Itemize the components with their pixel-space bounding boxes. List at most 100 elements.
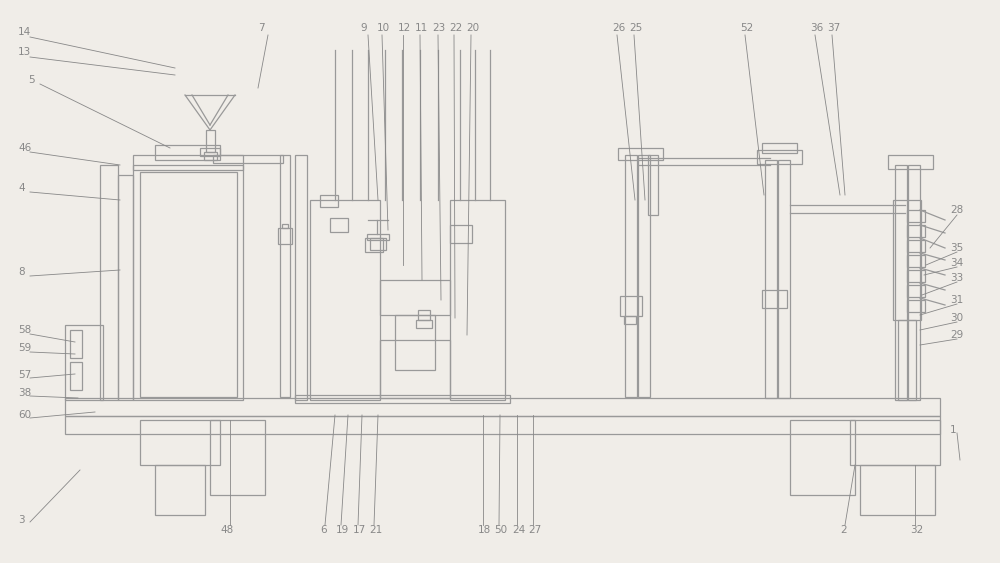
Text: 28: 28 [950, 205, 963, 215]
Text: 59: 59 [18, 343, 31, 353]
Bar [860, 465, 935, 515]
Text: 10: 10 [377, 23, 390, 33]
Text: 8: 8 [18, 267, 25, 277]
Bar [380, 340, 450, 398]
Bar [70, 330, 82, 358]
Text: 21: 21 [369, 525, 382, 535]
Text: 38: 38 [18, 388, 31, 398]
Text: 11: 11 [415, 23, 428, 33]
Text: 60: 60 [18, 410, 31, 420]
Bar [618, 148, 663, 160]
Bar [648, 155, 658, 215]
Bar [65, 416, 940, 434]
Bar [907, 210, 925, 222]
Bar [282, 224, 288, 228]
Bar [65, 325, 103, 400]
Text: 6: 6 [320, 525, 327, 535]
Text: 1: 1 [950, 425, 957, 435]
Bar [895, 165, 907, 400]
Text: 32: 32 [910, 525, 923, 535]
Bar [907, 300, 925, 312]
Bar [888, 155, 933, 169]
Text: 12: 12 [398, 23, 411, 33]
Text: 26: 26 [612, 23, 625, 33]
Bar [295, 395, 510, 403]
Bar [206, 130, 215, 152]
Bar [765, 160, 777, 398]
Text: 48: 48 [220, 525, 233, 535]
Text: 46: 46 [18, 143, 31, 153]
Bar [200, 148, 220, 156]
Text: 19: 19 [336, 525, 349, 535]
Bar [907, 240, 925, 252]
Bar [140, 420, 220, 465]
Text: 29: 29 [950, 330, 963, 340]
Bar [908, 165, 920, 400]
Text: 37: 37 [827, 23, 840, 33]
Bar [365, 238, 383, 252]
Text: 14: 14 [18, 27, 31, 37]
Bar [118, 175, 133, 400]
Bar [907, 285, 925, 297]
Text: 52: 52 [740, 23, 753, 33]
Bar [310, 200, 380, 400]
Text: 33: 33 [950, 273, 963, 283]
Text: 23: 23 [432, 23, 445, 33]
Bar [140, 172, 237, 397]
Bar [450, 225, 472, 243]
Text: 4: 4 [18, 183, 25, 193]
Text: 58: 58 [18, 325, 31, 335]
Bar [320, 195, 338, 207]
Text: 18: 18 [478, 525, 491, 535]
Bar [790, 420, 855, 495]
Bar [210, 420, 265, 495]
Bar [778, 160, 790, 398]
Bar [762, 290, 787, 308]
Bar [625, 155, 637, 397]
Bar [757, 150, 802, 164]
Bar [395, 315, 435, 370]
Bar [907, 255, 925, 267]
Bar [893, 200, 921, 320]
Text: 27: 27 [528, 525, 541, 535]
Bar [907, 225, 925, 237]
Text: 50: 50 [494, 525, 507, 535]
Bar [450, 200, 505, 400]
Text: 17: 17 [353, 525, 366, 535]
Bar [907, 270, 925, 282]
Bar [100, 165, 118, 400]
Bar [416, 320, 432, 328]
Text: 24: 24 [512, 525, 525, 535]
Text: 36: 36 [810, 23, 823, 33]
Text: 3: 3 [18, 515, 25, 525]
Text: 25: 25 [629, 23, 642, 33]
Bar [380, 280, 450, 315]
Bar [762, 143, 797, 153]
Bar [70, 362, 82, 390]
Text: 20: 20 [466, 23, 479, 33]
Text: 34: 34 [950, 258, 963, 268]
Bar [620, 296, 642, 316]
Bar [133, 155, 243, 170]
Bar [155, 465, 205, 515]
Bar [278, 228, 292, 244]
Bar [295, 155, 307, 400]
Bar [280, 155, 290, 397]
Text: 35: 35 [950, 243, 963, 253]
Text: 5: 5 [28, 75, 35, 85]
Text: 31: 31 [950, 295, 963, 305]
Bar [638, 155, 650, 397]
Text: 57: 57 [18, 370, 31, 380]
Text: 2: 2 [840, 525, 847, 535]
Bar [898, 320, 916, 400]
Text: 13: 13 [18, 47, 31, 57]
Bar [155, 145, 220, 160]
Bar [65, 398, 940, 416]
Bar [133, 165, 243, 400]
Text: 30: 30 [950, 313, 963, 323]
Bar [624, 316, 636, 324]
Bar [850, 420, 940, 465]
Bar [204, 152, 217, 160]
Text: 22: 22 [449, 23, 462, 33]
Bar [418, 310, 430, 320]
